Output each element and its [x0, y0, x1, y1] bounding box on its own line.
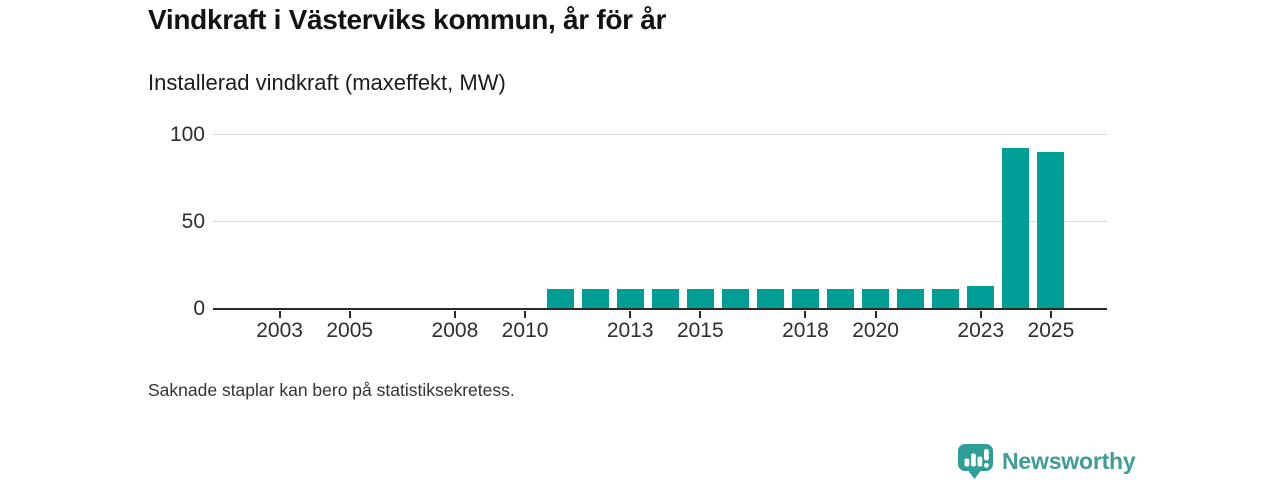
bar-2021: [897, 289, 925, 309]
x-axis-tick-label: 2020: [852, 319, 899, 342]
x-axis-tick-label: 2005: [326, 319, 374, 342]
x-axis-tick-label: 2023: [957, 319, 1005, 342]
x-axis-tick: [278, 310, 281, 318]
x-axis-tick: [453, 310, 456, 318]
bar-2015: [686, 289, 714, 309]
bar-2023: [967, 285, 995, 309]
y-axis-tick-label: 100: [169, 122, 205, 146]
x-axis-tick: [348, 310, 351, 318]
y-gridline: [213, 133, 1107, 136]
bar-2011: [546, 289, 574, 309]
branding: Newsworthy: [957, 443, 1136, 480]
x-axis-tick-label: 2015: [676, 319, 724, 342]
bar-2016: [721, 289, 749, 309]
bar-2020: [862, 289, 890, 309]
x-axis-tick: [629, 310, 632, 318]
y-gridline: [213, 220, 1107, 223]
bar-2018: [791, 289, 819, 309]
bar-2012: [581, 289, 609, 309]
y-axis-tick-label: 0: [193, 296, 205, 320]
x-axis-tick-label: 2025: [1027, 319, 1075, 342]
bar-2013: [616, 289, 644, 309]
x-axis-tick-label: 2008: [431, 319, 479, 342]
y-axis-tick-label: 50: [181, 209, 205, 233]
chart-title: Vindkraft i Västerviks kommun, år för år: [148, 4, 667, 35]
x-axis-tick-label: 2003: [256, 319, 303, 342]
x-axis-tick: [524, 310, 527, 318]
x-axis-tick: [804, 310, 807, 318]
chart-subtitle: Installerad vindkraft (maxeffekt, MW): [148, 70, 506, 95]
x-axis-tick: [979, 310, 982, 318]
x-axis-tick-label: 2013: [606, 319, 654, 342]
x-axis-tick: [874, 310, 877, 318]
x-axis-line: [213, 307, 1107, 310]
bar-2022: [932, 289, 960, 309]
x-axis-tick: [699, 310, 702, 318]
bar-2024: [1002, 148, 1030, 309]
chart-footnote: Saknade staplar kan bero på statistiksek…: [148, 380, 515, 400]
bar-2017: [756, 289, 784, 309]
brand-wordmark: Newsworthy: [1002, 448, 1136, 474]
bar-2019: [827, 289, 855, 309]
x-axis-tick: [1049, 310, 1052, 318]
bar-2014: [651, 289, 679, 309]
bar-2025: [1037, 151, 1065, 309]
x-axis-tick-label: 2010: [501, 319, 549, 342]
x-axis-tick-label: 2018: [782, 319, 829, 342]
bar-chart-bubble-icon: [958, 444, 993, 479]
